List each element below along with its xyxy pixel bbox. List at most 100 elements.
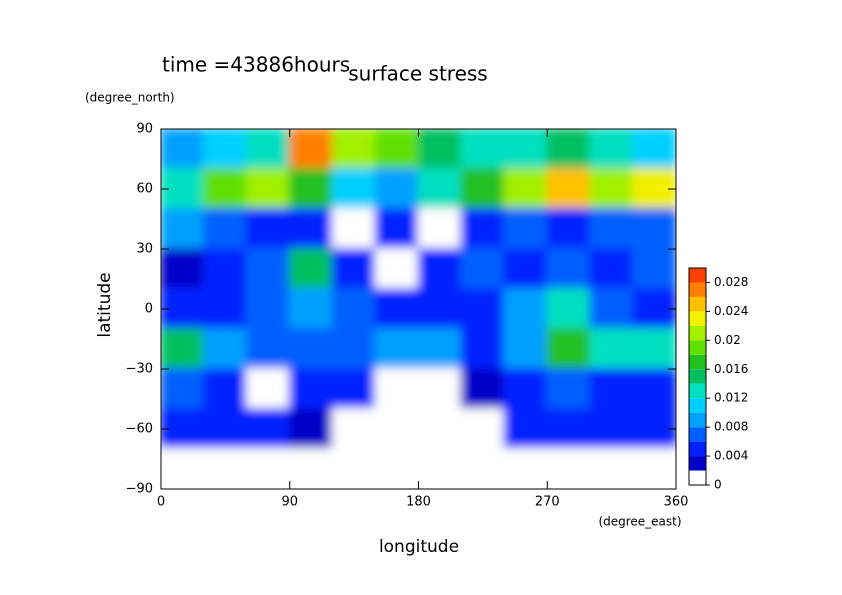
field-cell [161, 328, 205, 370]
field-cell [460, 208, 506, 250]
field-cell [589, 288, 635, 330]
field-cell [503, 288, 549, 330]
field-cell [374, 248, 420, 290]
y-unit: (degree_north) [85, 91, 175, 105]
field-cell [546, 448, 592, 489]
colorbar-band [689, 268, 706, 283]
field-cell [503, 448, 549, 489]
field-cell [374, 129, 420, 170]
colorbar-band [689, 340, 706, 355]
field-cell [245, 408, 291, 450]
field-cell [331, 129, 377, 170]
field-cell [374, 448, 420, 489]
field-cell [460, 129, 506, 170]
field-cell [546, 408, 592, 450]
field-cell [417, 168, 463, 210]
field-cell [632, 248, 676, 290]
field-cell [288, 328, 334, 370]
field-cell [546, 328, 592, 370]
colorbar-tick-label: 0.008 [714, 420, 748, 434]
field-cell [417, 248, 463, 290]
field-cell [161, 208, 205, 250]
y-tick-label: 0 [145, 302, 153, 317]
field-cell [589, 408, 635, 450]
colorbar-band [689, 369, 706, 384]
field-cell [161, 448, 205, 489]
colorbar-band [689, 441, 706, 457]
colorbar-tick-label: 0.024 [714, 304, 748, 318]
field-cell [331, 248, 377, 290]
field-cell [202, 208, 248, 250]
field-cell [546, 129, 592, 170]
field-cell [288, 288, 334, 330]
field-cell [202, 129, 248, 170]
x-label: longitude [379, 537, 459, 557]
field-cell [331, 328, 377, 370]
field-cell [460, 368, 506, 410]
field-cell [288, 408, 334, 450]
field-cell [460, 448, 506, 489]
colorbar-tick-label: 0.02 [714, 333, 741, 347]
y-tick-label: 60 [136, 182, 153, 197]
field-cell [503, 208, 549, 250]
field-cell [503, 408, 549, 450]
colorbar-tick-label: 0 [714, 478, 722, 492]
field-cell [417, 448, 463, 489]
field-cell [374, 408, 420, 450]
field-cell [632, 208, 676, 250]
field-cell [374, 288, 420, 330]
field-cell [374, 368, 420, 410]
field-cell [589, 248, 635, 290]
field-cell [331, 168, 377, 210]
x-tick-label: 90 [281, 495, 298, 510]
colorbar-frame [688, 267, 707, 486]
field-cell [202, 288, 248, 330]
field-cell [460, 328, 506, 370]
field-cell [546, 368, 592, 410]
field-cell [589, 368, 635, 410]
field-cell [245, 168, 291, 210]
chart-title: surface stress [348, 62, 487, 86]
y-tick-label: −90 [126, 482, 153, 497]
cells [161, 129, 676, 489]
field-cell [589, 129, 635, 170]
field-cell [632, 368, 676, 410]
field-cell [161, 129, 205, 170]
colorbar-band [689, 354, 706, 370]
field-cell [460, 168, 506, 210]
colorbar-tick-label: 0.004 [714, 449, 748, 463]
field-cell [202, 448, 248, 489]
field-cell [417, 129, 463, 170]
subtitle: time =43886hours [162, 53, 350, 77]
field-cell [632, 129, 676, 170]
colorbar-band [689, 325, 706, 341]
field-cell [417, 328, 463, 370]
field-cell [245, 328, 291, 370]
field-cell [503, 168, 549, 210]
field-cell [245, 129, 291, 170]
field-cell [460, 408, 506, 450]
field-cell [546, 288, 592, 330]
colorbar-band [689, 412, 706, 428]
y-tick-label: −30 [126, 362, 153, 377]
field-cell [202, 408, 248, 450]
colorbar-tick-label: 0.012 [714, 391, 748, 405]
colorbar-band [689, 311, 706, 326]
field-cell [503, 328, 549, 370]
field-cell [417, 208, 463, 250]
colorbar-band [689, 456, 706, 471]
field-cell [288, 248, 334, 290]
field-cell [331, 208, 377, 250]
colorbar-tick-label: 0.028 [714, 275, 748, 289]
field-cell [288, 368, 334, 410]
field-cell [202, 328, 248, 370]
colorbar-band [689, 470, 706, 485]
field-cell [460, 288, 506, 330]
field-cell [245, 288, 291, 330]
field-cell [417, 288, 463, 330]
field-cell [161, 368, 205, 410]
field-cell [589, 448, 635, 489]
y-label: latitude [95, 272, 115, 337]
field [161, 129, 676, 489]
